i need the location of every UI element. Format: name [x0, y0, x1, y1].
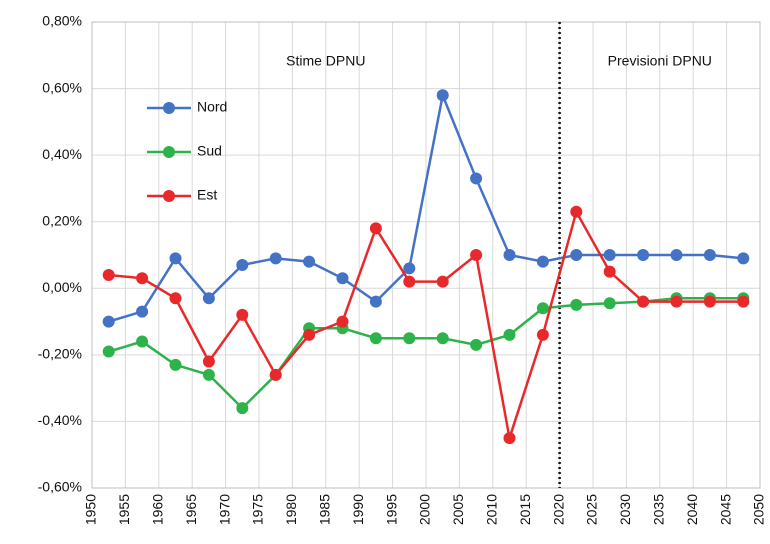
data-point	[136, 272, 149, 285]
data-point	[470, 172, 483, 185]
data-point	[202, 355, 215, 368]
data-point	[102, 315, 115, 328]
y-tick-label: 0,20%	[42, 212, 82, 228]
y-tick-label: 0,60%	[42, 79, 82, 95]
series-line	[108, 208, 744, 439]
x-tick-label: 2045	[717, 494, 733, 525]
data-point	[436, 332, 449, 345]
data-point	[336, 315, 349, 328]
x-tick-label: 1950	[83, 494, 99, 525]
x-tick-label: 2000	[417, 494, 433, 525]
x-tick-label: 1980	[283, 494, 299, 525]
data-point	[202, 292, 215, 305]
plot-frame	[91, 21, 761, 489]
data-point	[603, 297, 616, 310]
data-point	[470, 338, 483, 351]
data-point	[403, 275, 416, 288]
data-point	[637, 295, 650, 308]
data-point	[169, 358, 182, 371]
data-point	[169, 252, 182, 265]
data-point	[403, 332, 416, 345]
data-point	[603, 249, 616, 261]
y-tick-label: 0,40%	[42, 146, 82, 162]
data-point	[637, 249, 650, 261]
data-point	[436, 275, 449, 288]
data-point	[269, 252, 282, 265]
data-point	[670, 249, 683, 261]
data-point	[536, 302, 549, 315]
data-point	[102, 268, 115, 281]
x-tick-label: 1965	[183, 494, 199, 525]
data-point	[369, 295, 382, 308]
legend-marker	[163, 146, 175, 158]
data-point	[403, 262, 416, 275]
data-point	[703, 295, 716, 308]
data-point	[369, 222, 382, 235]
x-tick-label: 2015	[517, 494, 533, 525]
data-point	[169, 292, 182, 305]
legend-label: Est	[197, 187, 217, 203]
data-point	[102, 345, 115, 358]
x-tick-label: 1960	[150, 494, 166, 525]
data-point	[703, 249, 716, 261]
data-point	[202, 368, 215, 381]
x-tick-label: 1985	[317, 494, 333, 525]
x-tick-label: 1990	[350, 494, 366, 525]
data-point	[536, 328, 549, 341]
x-tick-label: 1975	[250, 494, 266, 525]
legend-label: Sud	[197, 143, 222, 159]
data-point	[303, 328, 316, 341]
x-tick-label: 2025	[584, 494, 600, 525]
data-point	[570, 298, 583, 311]
y-tick-label: -0,20%	[38, 346, 82, 362]
x-tick-label: 2020	[550, 494, 566, 525]
data-point	[670, 295, 683, 308]
y-tick-label: -0,40%	[38, 412, 82, 428]
data-point	[503, 328, 516, 341]
data-point	[503, 432, 516, 445]
data-point	[269, 368, 282, 381]
data-point	[570, 249, 583, 261]
data-point	[303, 255, 316, 268]
data-point	[737, 252, 750, 265]
data-point	[136, 335, 149, 348]
data-point	[436, 89, 449, 102]
data-point	[503, 249, 516, 261]
annotation: Stime DPNU	[286, 53, 365, 69]
x-tick-label: 2030	[617, 494, 633, 525]
x-tick-label: 2035	[651, 494, 667, 525]
annotation: Previsioni DPNU	[608, 53, 712, 69]
legend-marker	[163, 102, 175, 114]
legend-label: Nord	[197, 99, 227, 115]
data-point	[136, 305, 149, 318]
data-point	[336, 272, 349, 285]
y-tick-label: 0,00%	[42, 279, 82, 295]
data-point	[570, 205, 583, 218]
data-point	[236, 402, 249, 415]
legend-marker	[163, 190, 175, 202]
data-point	[236, 258, 249, 271]
x-tick-label: 2050	[751, 494, 767, 525]
x-tick-label: 2010	[484, 494, 500, 525]
data-point	[603, 265, 616, 278]
x-tick-label: 1995	[383, 494, 399, 525]
data-point	[236, 308, 249, 321]
x-tick-label: 1970	[216, 494, 232, 525]
x-tick-label: 2040	[684, 494, 700, 525]
x-tick-label: 2005	[450, 494, 466, 525]
data-point	[536, 255, 549, 268]
data-point	[737, 295, 750, 308]
y-tick-label: 0,80%	[42, 13, 82, 29]
x-tick-label: 1955	[116, 494, 132, 525]
data-point	[369, 332, 382, 345]
y-tick-label: -0,60%	[38, 479, 82, 495]
data-point	[470, 249, 483, 261]
